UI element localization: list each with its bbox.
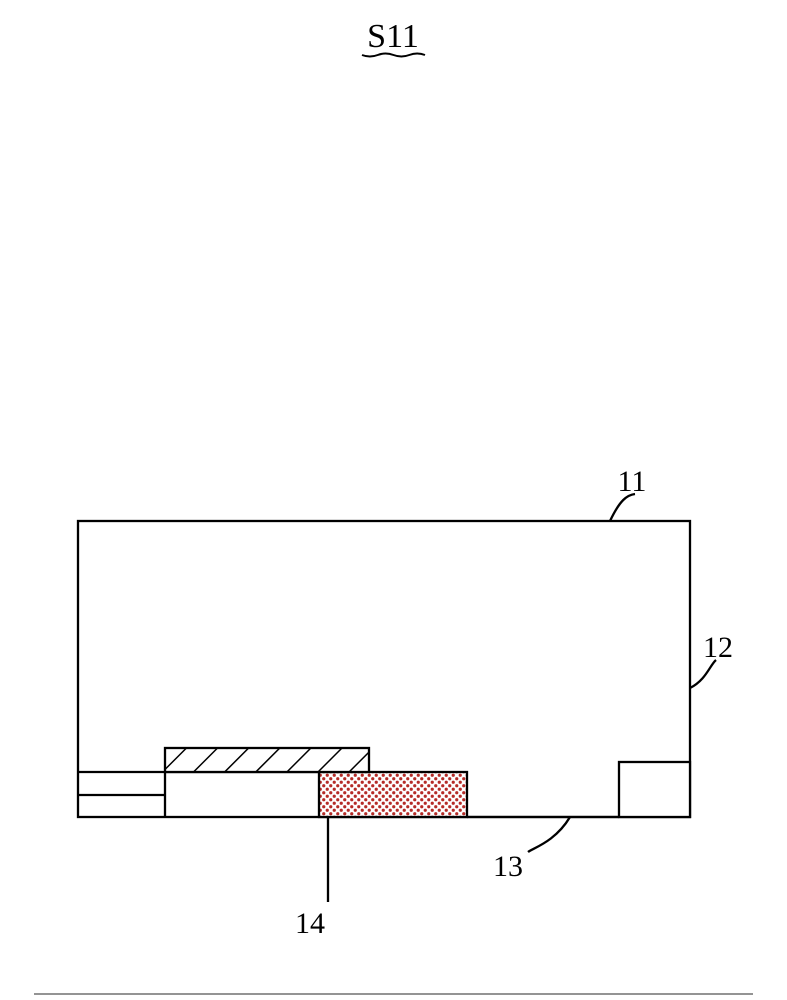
callout-label-14: 14 [295,907,325,940]
callout-label-12: 12 [703,631,733,664]
figure-title: S11 [367,18,419,55]
callout-label-11: 11 [618,465,647,498]
hatched-region [165,748,369,772]
dotted-region [319,772,467,817]
callout-leader-11 [610,494,635,521]
callout-leader-12 [690,660,716,688]
callout-label-13: 13 [493,850,523,883]
right-small-box [619,762,690,817]
callout-leader-13 [528,817,570,852]
